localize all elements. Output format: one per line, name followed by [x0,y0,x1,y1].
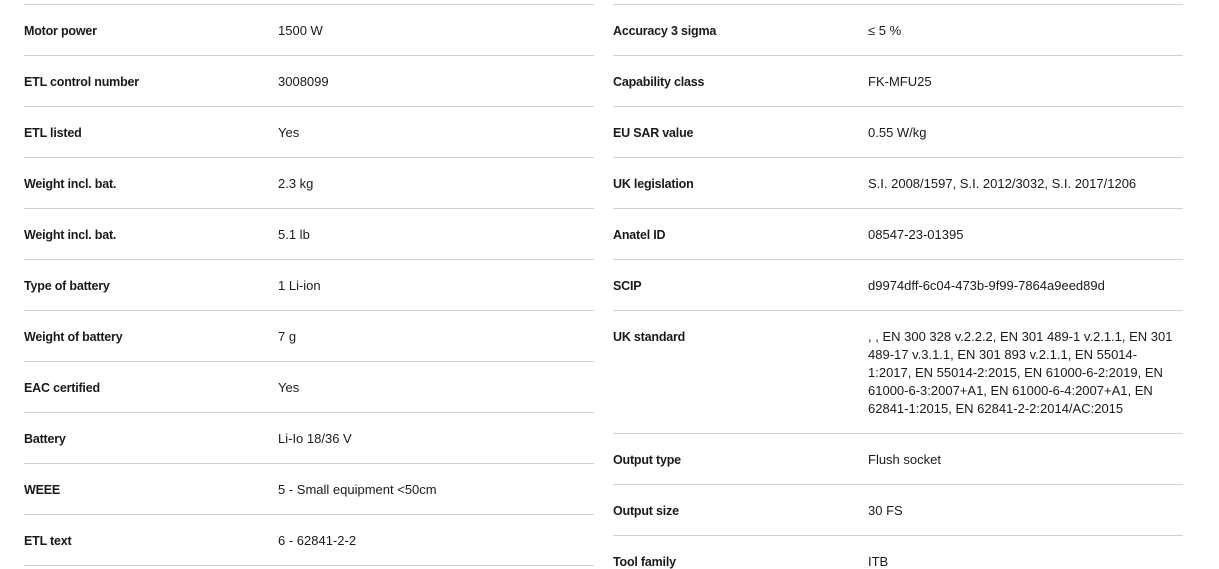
spec-row: Weight incl. bat. 2.3 kg [24,158,594,209]
spec-row: Capability class FK-MFU25 [613,56,1183,107]
spec-value: 6 - 62841-2-2 [278,533,357,548]
spec-row: Weight of battery 7 g [24,311,594,362]
spec-row: Motor power 1500 W [24,5,594,56]
spec-row: Accuracy 3 sigma ≤ 5 % [613,5,1183,56]
spec-value: Flush socket [868,452,941,467]
spec-value: 0.55 W/kg [868,125,927,140]
spec-row: ETL text 6 - 62841-2-2 [24,515,594,566]
spec-row: Output type Flush socket [613,434,1183,485]
spec-label: Output type [613,453,681,467]
specs-table-left: Motor power 1500 W ETL control number 30080… [24,4,594,566]
spec-value: 1 Li-ion [278,278,321,293]
spec-row: Tool family ITB [613,536,1183,569]
spec-row: Output size 30 FS [613,485,1183,536]
spec-label: EAC certified [24,381,100,395]
spec-value: 08547-23-01395 [868,227,964,242]
spec-row: Weight incl. bat. 5.1 lb [24,209,594,260]
spec-label: Battery [24,432,66,446]
spec-row: WEEE 5 - Small equipment <50cm [24,464,594,515]
spec-label: Output size [613,504,679,518]
spec-value: d9974dff-6c04-473b-9f99-7864a9eed89d [868,278,1105,293]
spec-label: Motor power [24,24,97,38]
spec-row: Battery Li-Io 18/36 V [24,413,594,464]
spec-label: Weight of battery [24,330,123,344]
spec-value: 30 FS [868,503,903,518]
spec-row: SCIP d9974dff-6c04-473b-9f99-7864a9eed89d [613,260,1183,311]
spec-value: 5 - Small equipment <50cm [278,482,437,497]
spec-label: Anatel ID [613,228,666,242]
spec-label: Weight incl. bat. [24,177,117,191]
specs-table-right: Accuracy 3 sigma ≤ 5 % Capability class FK-… [613,4,1183,569]
spec-value: 1500 W [278,23,323,38]
spec-label: Accuracy 3 sigma [613,24,717,38]
spec-label: ETL text [24,534,72,548]
spec-row: ETL listed Yes [24,107,594,158]
spec-label: ETL listed [24,126,82,140]
spec-label: UK standard [613,330,686,344]
spec-value: 5.1 lb [278,227,310,242]
spec-label: WEEE [24,483,61,497]
spec-row: ETL control number 3008099 [24,56,594,107]
spec-label: UK legislation [613,177,694,191]
spec-label: EU SAR value [613,126,694,140]
spec-value: 3008099 [278,74,329,89]
spec-value: ITB [868,554,889,569]
spec-label: Capability class [613,75,705,89]
spec-value: Yes [278,380,300,395]
spec-value: S.I. 2008/1597, S.I. 2012/3032, S.I. 201… [868,176,1137,191]
spec-value: FK-MFU25 [868,74,932,89]
spec-row: UK standard , , EN 300 328 v.2.2.2, EN 30… [613,311,1183,434]
spec-label: SCIP [613,279,642,293]
spec-row: Type of battery 1 Li-ion [24,260,594,311]
spec-row: UK legislation S.I. 2008/1597, S.I. 2012/… [613,158,1183,209]
spec-label: Weight incl. bat. [24,228,117,242]
spec-label: Type of battery [24,279,110,293]
spec-value: Li-Io 18/36 V [278,431,352,446]
spec-label: Tool family [613,555,676,569]
spec-value: Yes [278,125,300,140]
spec-value: 2.3 kg [278,176,314,191]
spec-value: 7 g [278,329,297,344]
spec-row: EAC certified Yes [24,362,594,413]
spec-value: ≤ 5 % [868,23,902,38]
spec-row: Anatel ID 08547-23-01395 [613,209,1183,260]
spec-value: , , EN 300 328 v.2.2.2, EN 301 489-1 v.2… [868,329,1173,416]
spec-label: ETL control number [24,75,139,89]
spec-row: EU SAR value 0.55 W/kg [613,107,1183,158]
